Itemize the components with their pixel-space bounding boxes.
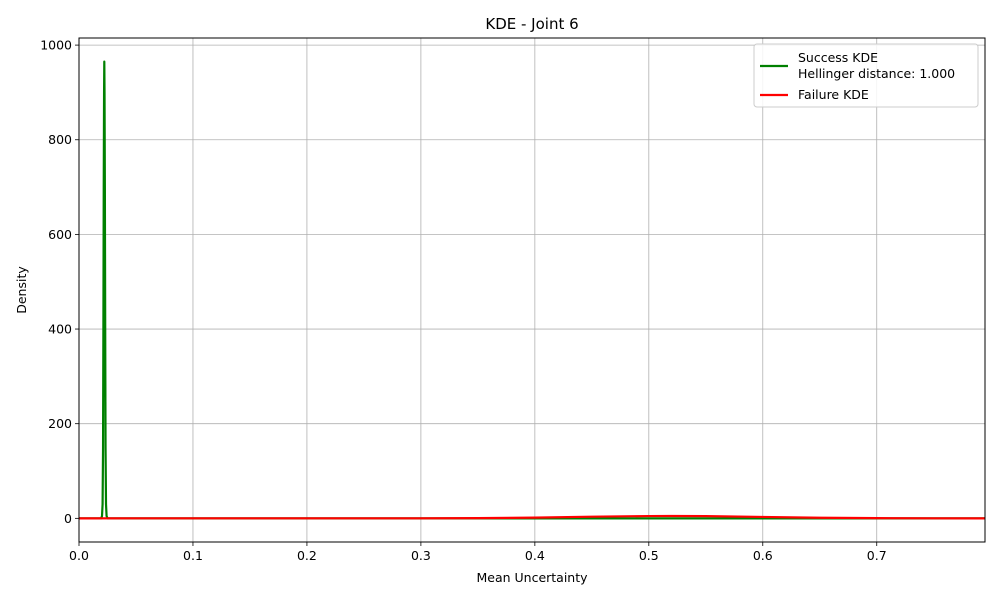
y-tick-label: 1000 — [40, 38, 72, 53]
y-tick-label: 800 — [48, 132, 72, 147]
legend-label: Hellinger distance: 1.000 — [798, 66, 955, 81]
success-kde-line — [79, 60, 985, 520]
y-tick-label: 200 — [48, 416, 72, 431]
y-tick-label: 0 — [64, 511, 72, 526]
legend-box — [753, 43, 979, 108]
y-tick-label: 400 — [48, 322, 72, 337]
y-axis-label: Density — [14, 266, 29, 314]
x-tick-label: 0.4 — [525, 548, 545, 563]
plot-frame — [78, 37, 986, 543]
legend-label: Failure KDE — [798, 87, 869, 102]
legend-label: Success KDE — [798, 50, 878, 65]
chart-title: KDE - Joint 6 — [485, 15, 578, 33]
series-layer — [79, 60, 985, 520]
x-tick-label: 0.0 — [69, 548, 89, 563]
y-axis: 0 200 400 600 800 1000 — [40, 38, 79, 526]
x-tick-label: 0.5 — [639, 548, 659, 563]
plot-area — [79, 38, 985, 542]
failure-kde-line — [79, 514, 985, 520]
x-tick-label: 0.7 — [867, 548, 887, 563]
x-axis-label: Mean Uncertainty — [476, 570, 588, 585]
x-tick-label: 0.2 — [297, 548, 317, 563]
x-axis: 0.0 0.1 0.2 0.3 0.4 0.5 0.6 0.7 — [69, 542, 887, 563]
x-tick-label: 0.6 — [753, 548, 773, 563]
y-tick-label: 600 — [48, 227, 72, 242]
x-tick-label: 0.3 — [411, 548, 431, 563]
x-tick-label: 0.1 — [183, 548, 203, 563]
